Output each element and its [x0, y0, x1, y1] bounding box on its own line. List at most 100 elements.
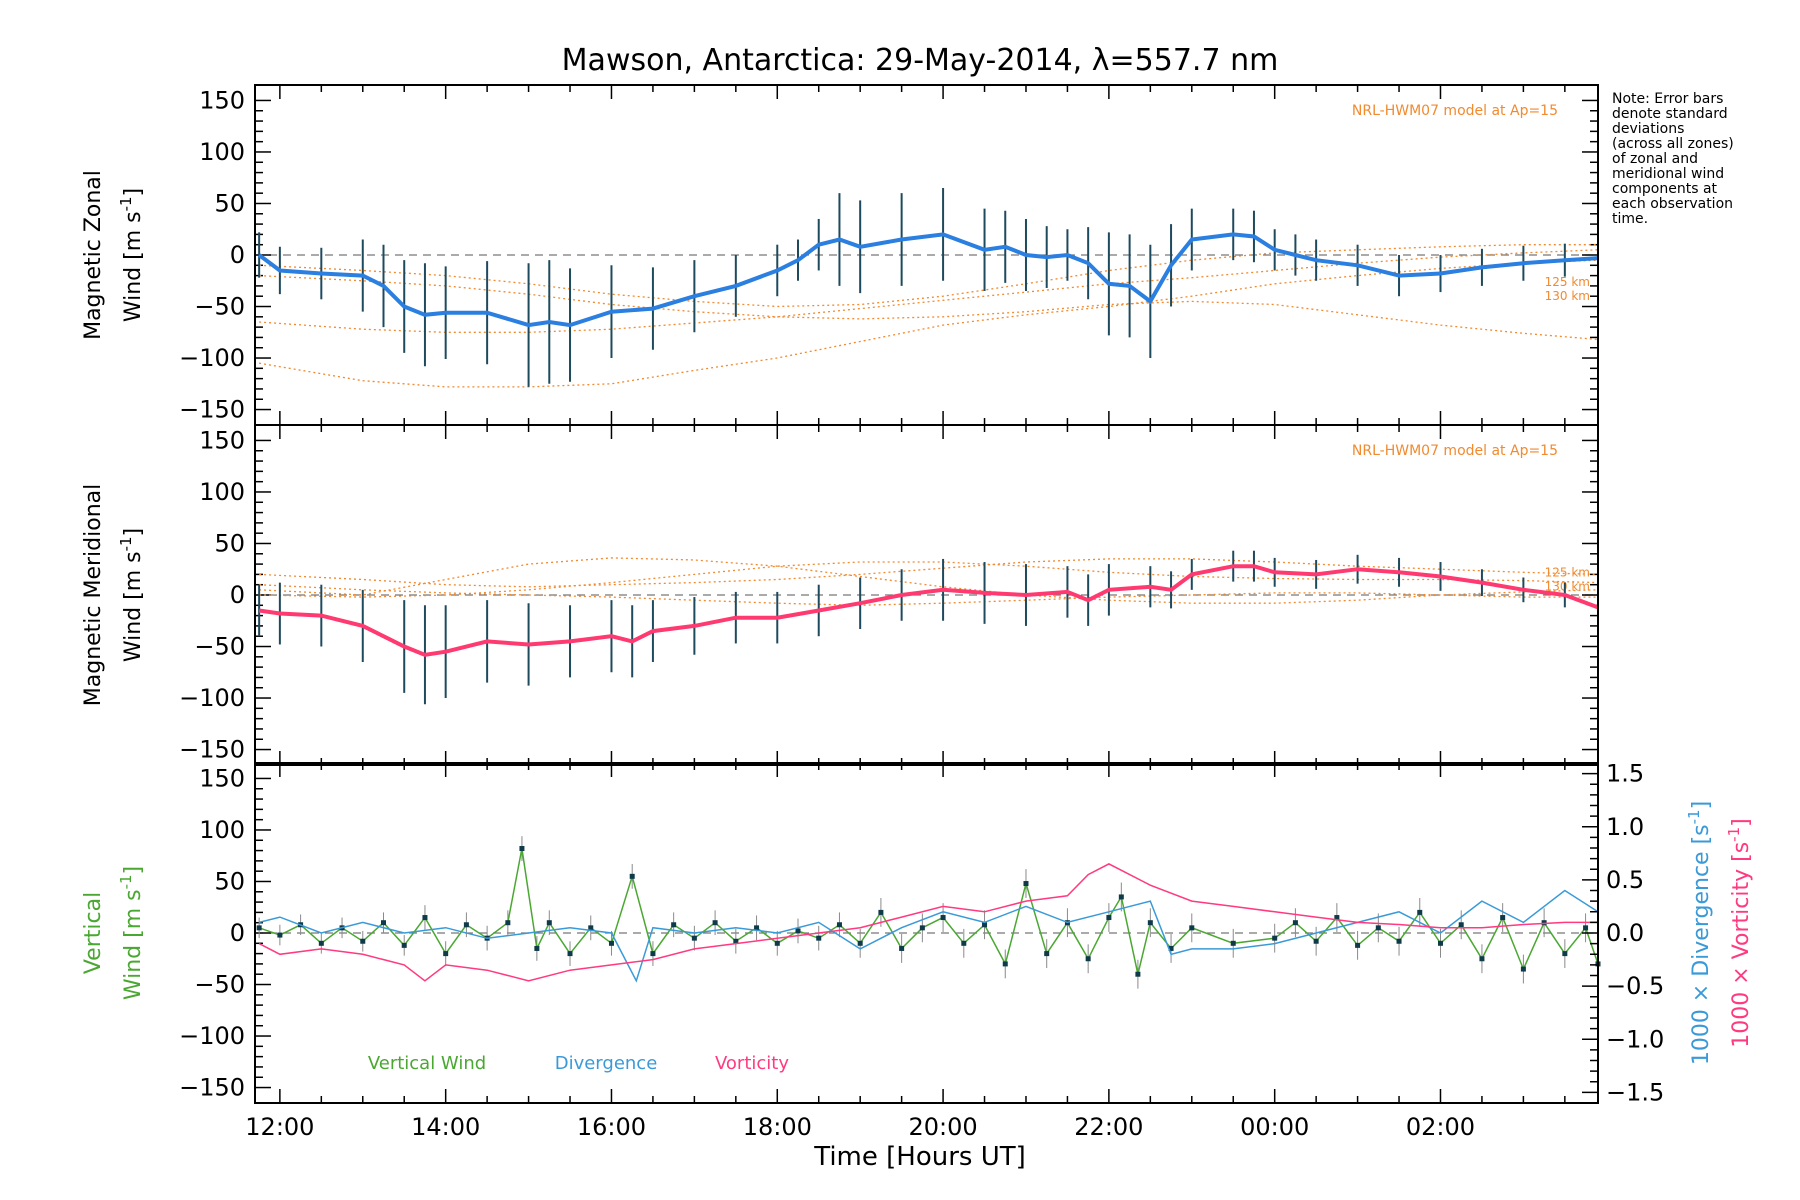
data-point [982, 922, 988, 928]
data-point [1118, 894, 1124, 900]
model-alt-label: 130 km [1545, 289, 1590, 303]
y-tick-label: 0 [230, 241, 245, 269]
data-point [380, 920, 386, 926]
x-tick-label: 18:00 [743, 1113, 812, 1141]
data-point [1002, 961, 1008, 967]
panel-meridional: 150 100 50 0 −50 −100 −150 Magnetic Meridional W… [81, 424, 1599, 766]
data-point [360, 938, 366, 944]
model-curve [259, 244, 1598, 308]
y-axis-label-end: ] [121, 528, 146, 537]
data-point [1437, 940, 1443, 946]
panels: 150 100 50 0 −50 −100 −150 Magnetic Zonal Wind [… [81, 84, 1754, 1141]
y-axis-label: Wind [m s-1] [117, 528, 146, 662]
y-tick-label: −150 [179, 396, 245, 424]
y-tick-label: 0 [230, 581, 245, 609]
y-tick-label: 50 [214, 529, 245, 557]
y-right-tick-label: −1.0 [1606, 1025, 1664, 1053]
note-line: components at [1612, 181, 1718, 197]
data-point [534, 945, 540, 951]
data-point [1230, 940, 1236, 946]
data-point [878, 909, 884, 915]
x-tick-label: 12:00 [245, 1113, 314, 1141]
y-axis-label: Wind [m s-1] [117, 866, 146, 1000]
model-label: NRL-HWM07 model at Ap=15 [1352, 443, 1558, 459]
y-axis-label: Wind [m s-1] [117, 188, 146, 322]
note-line: of zonal and [1612, 151, 1698, 167]
data-point [671, 922, 677, 928]
y-axis-label-end: ] [121, 866, 146, 875]
data-point [1541, 920, 1547, 926]
y-axis-label: Vertical [81, 892, 106, 974]
note-line: each observation [1612, 196, 1733, 212]
data-point [608, 940, 614, 946]
data-point [422, 915, 428, 921]
series-line [258, 564, 1599, 657]
y-right-label-vorticity-end: ] [1729, 818, 1754, 827]
data-point [443, 951, 449, 957]
y-tick-label: −50 [194, 293, 245, 321]
y-axis-label: Magnetic Zonal [81, 170, 106, 340]
data-point [1135, 971, 1141, 977]
y-axis-label-sup: -1 [117, 874, 135, 889]
model-alt-label: 125 km [1545, 565, 1590, 579]
y-tick-label: 50 [214, 867, 245, 895]
data-point [1355, 942, 1361, 948]
data-point [1272, 935, 1278, 941]
note-line: (across all zones) [1612, 136, 1734, 152]
y-tick-label: 50 [214, 189, 245, 217]
data-point [733, 938, 739, 944]
model-curve [258, 259, 1599, 388]
x-tick-label: 02:00 [1406, 1113, 1475, 1141]
note-line: time. [1612, 211, 1648, 227]
legend-item: Vertical Wind [368, 1053, 486, 1074]
data-point [401, 942, 407, 948]
y-right-label-vorticity-sup: -1 [1725, 827, 1743, 842]
y-tick-label: 100 [199, 816, 245, 844]
y-tick-label: −100 [179, 344, 245, 372]
y-tick-label: −150 [179, 1074, 245, 1102]
data-point [899, 945, 905, 951]
plot-frame [254, 762, 1599, 1104]
data-point [1334, 915, 1340, 921]
model-curve [259, 249, 1599, 333]
data-point [1313, 938, 1319, 944]
note-line: denote standard [1612, 106, 1728, 122]
y-right-tick-label: −1.5 [1606, 1078, 1664, 1106]
model-curve [259, 557, 1599, 604]
data-point [1396, 938, 1402, 944]
y-axis-label-sup: -1 [117, 196, 135, 211]
data-point [774, 940, 780, 946]
data-point [1292, 920, 1298, 926]
x-tick-label: 20:00 [908, 1113, 977, 1141]
model-alt-label: 130 km [1545, 579, 1590, 593]
data-point [1583, 925, 1589, 931]
data-point [1147, 920, 1153, 926]
y-right-label-divergence-sup: -1 [1685, 809, 1703, 824]
y-right-label-vorticity: 1000 × Vorticity [s-1] [1725, 818, 1754, 1047]
y-right-tick-label: −0.5 [1606, 972, 1664, 1000]
y-right-tick-label: 1.0 [1606, 813, 1644, 841]
data-point [857, 940, 863, 946]
note-line: meridional wind [1612, 166, 1724, 182]
data-point [629, 873, 635, 879]
data-point [1562, 951, 1568, 957]
y-right-tick-label: 1.5 [1606, 760, 1644, 788]
data-point [1500, 915, 1506, 921]
y-tick-label: −150 [179, 736, 245, 764]
data-point [1189, 925, 1195, 931]
data-point [1520, 966, 1526, 972]
x-tick-label: 16:00 [577, 1113, 646, 1141]
plot-frame [254, 424, 1599, 766]
data-point [795, 928, 801, 934]
data-point [650, 951, 656, 957]
data-point [256, 925, 262, 931]
data-point [691, 935, 697, 941]
series-line [258, 848, 1599, 975]
data-point [1106, 915, 1112, 921]
y-tick-label: −50 [194, 633, 245, 661]
y-tick-label: 100 [199, 138, 245, 166]
chart-title: Mawson, Antarctica: 29-May-2014, λ=557.7… [562, 43, 1279, 78]
data-point [1044, 951, 1050, 957]
y-axis-label-end: ] [121, 188, 146, 197]
